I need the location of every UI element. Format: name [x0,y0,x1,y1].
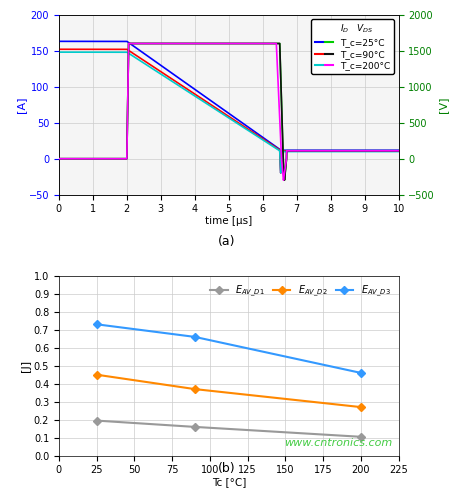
Y-axis label: [A]: [A] [16,97,26,113]
Text: (b): (b) [218,462,235,475]
Y-axis label: [V]: [V] [438,97,448,113]
Legend: $E_{AV\_D1}$, $E_{AV\_D2}$, $E_{AV\_D3}$: $E_{AV\_D1}$, $E_{AV\_D2}$, $E_{AV\_D3}$ [207,281,394,301]
Text: www.cntronics.com: www.cntronics.com [284,439,392,448]
X-axis label: time [μs]: time [μs] [205,216,252,226]
Legend: $I_D$   $V_{DS}$, T_c=25°C, T_c=90°C, T_c=200°C: $I_D$ $V_{DS}$, T_c=25°C, T_c=90°C, T_c=… [311,19,394,74]
Y-axis label: [J]: [J] [21,360,31,372]
Text: (a): (a) [218,235,235,248]
X-axis label: Tc [°C]: Tc [°C] [212,477,246,487]
